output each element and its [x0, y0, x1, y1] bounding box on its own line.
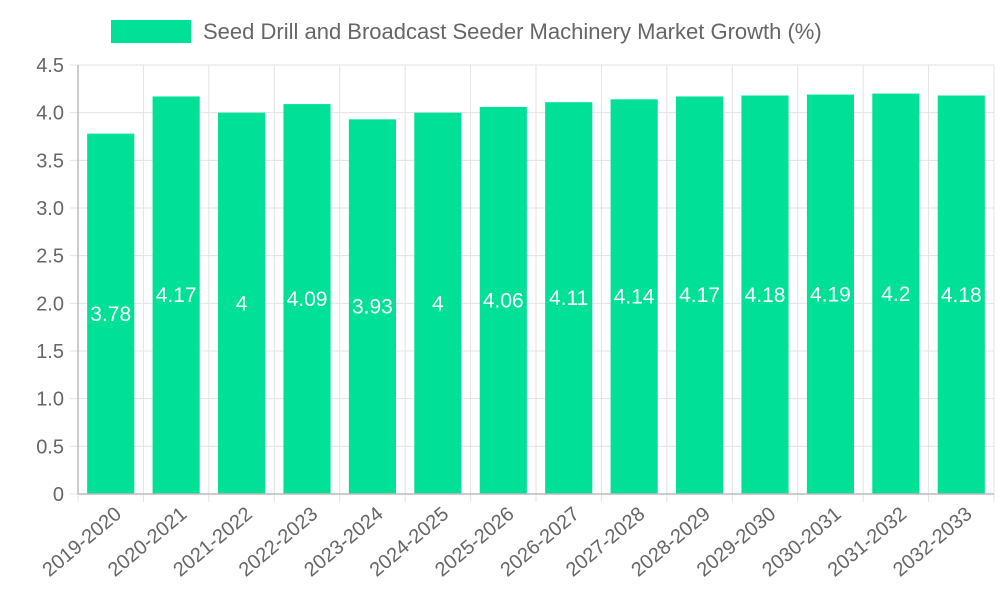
data-label: 4.17: [679, 284, 720, 307]
bar[interactable]: [610, 99, 658, 494]
data-label: 4.18: [745, 284, 786, 307]
bars: [87, 93, 985, 495]
data-label: 4.18: [941, 284, 982, 307]
bar[interactable]: [806, 94, 854, 494]
bar[interactable]: [152, 96, 200, 495]
gridlines: [70, 64, 995, 502]
bar[interactable]: [283, 104, 331, 494]
bar[interactable]: [741, 95, 789, 495]
bar[interactable]: [676, 96, 724, 495]
bar[interactable]: [872, 93, 920, 494]
y-tick-label: 1.5: [36, 341, 64, 363]
data-label: 4.11: [549, 287, 588, 310]
y-tick-label: 3.5: [36, 150, 64, 172]
data-label: 4.2: [881, 283, 910, 306]
data-label: 4: [236, 292, 248, 315]
data-label: 4.14: [614, 286, 655, 309]
data-label: 4.17: [156, 284, 197, 307]
bar[interactable]: [937, 95, 985, 495]
y-tick-label: 3.0: [36, 198, 64, 220]
bar[interactable]: [414, 112, 462, 495]
y-tick-label: 1.0: [36, 389, 64, 411]
y-tick-label: 0.5: [36, 436, 64, 458]
legend-label: Seed Drill and Broadcast Seeder Machiner…: [203, 19, 822, 44]
axes: [77, 65, 994, 495]
legend-swatch: [111, 20, 191, 43]
bar[interactable]: [545, 102, 593, 495]
data-label: 4: [432, 292, 444, 315]
y-tick-label: 0: [53, 484, 64, 506]
legend[interactable]: Seed Drill and Broadcast Seeder Machiner…: [111, 19, 822, 44]
data-label: 4.09: [287, 288, 328, 311]
y-tick-label: 4.5: [36, 55, 64, 77]
bar[interactable]: [348, 119, 396, 494]
bar[interactable]: [218, 112, 266, 495]
y-axis-tick-labels: 0 0.5 1.0 1.5 2.0 2.5 3.0 3.5 4.0 4.5: [36, 55, 64, 506]
y-tick-label: 2.0: [36, 293, 64, 315]
bar[interactable]: [87, 133, 135, 494]
y-tick-label: 2.5: [36, 246, 64, 268]
x-axis-tick-labels: 2019-20202020-20212021-20222022-20232023…: [39, 503, 977, 581]
y-tick-label: 4.0: [36, 103, 64, 125]
data-label: 3.78: [90, 303, 131, 326]
bar[interactable]: [479, 106, 527, 495]
data-label: 4.06: [483, 289, 524, 312]
data-label: 3.93: [352, 296, 393, 319]
data-labels: 3.78 4.17 4 4.09 3.93 4 4.06 4.11 4.14 4.17 4.18 4.…: [90, 283, 981, 326]
data-label: 4.19: [810, 283, 851, 306]
